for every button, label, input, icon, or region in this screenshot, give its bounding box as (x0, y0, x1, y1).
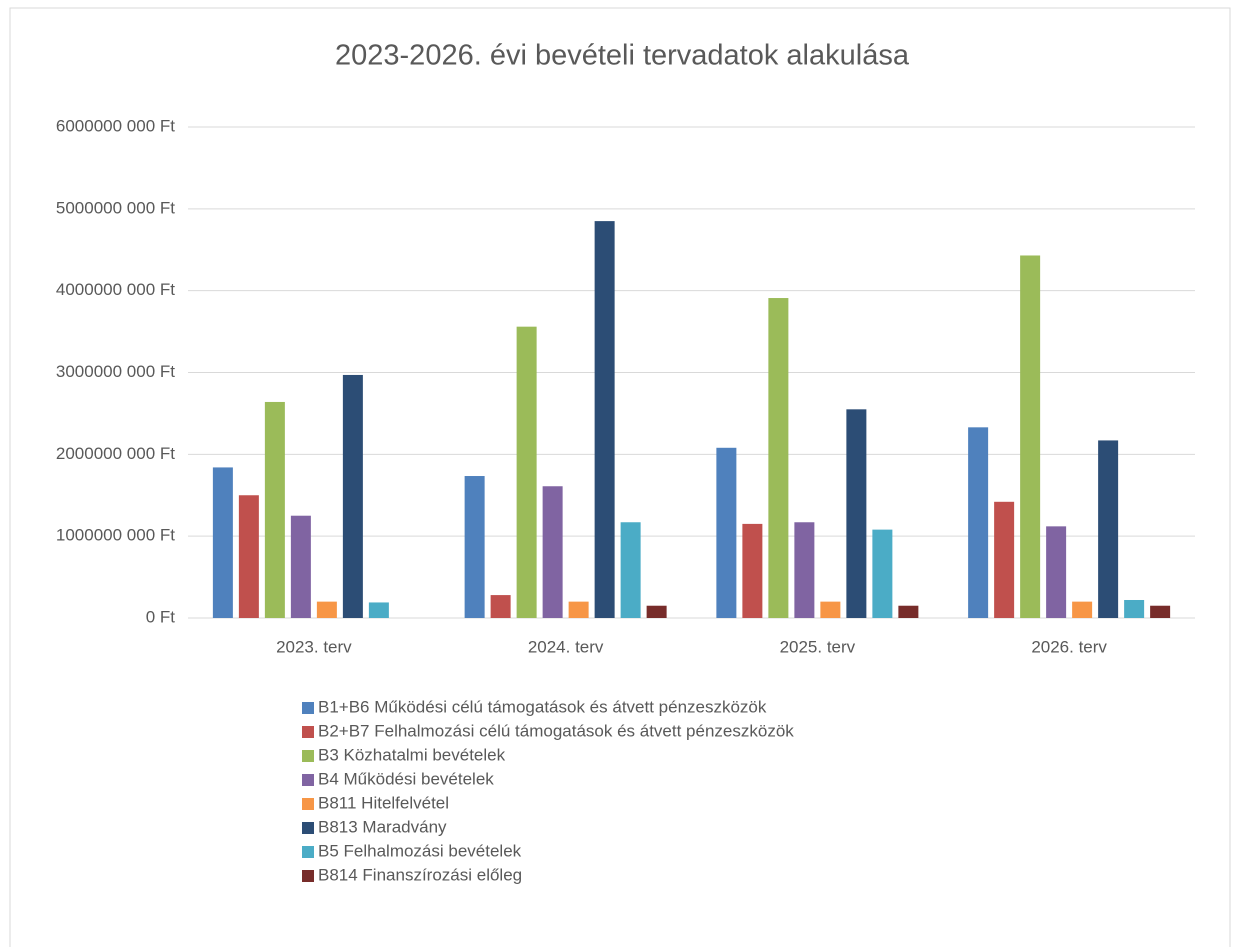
bar (716, 447, 737, 618)
bar (846, 409, 867, 618)
legend-label: B813 Maradvány (318, 817, 447, 836)
bar (238, 495, 259, 618)
chart-border (9, 7, 1231, 947)
bar (516, 326, 537, 618)
bar (594, 221, 615, 618)
legend-label: B2+B7 Felhalmozási célú támogatások és á… (318, 721, 794, 740)
y-tick-label: 3000000 000 Ft (56, 362, 175, 381)
bar (290, 515, 311, 618)
bar (568, 601, 589, 618)
legend-swatch (302, 726, 314, 738)
legend-label: B811 Hitelfelvétel (318, 793, 449, 812)
bar (794, 522, 815, 618)
legend-label: B814 Finanszírozási előleg (318, 865, 522, 884)
y-tick-label: 6000000 000 Ft (56, 116, 175, 135)
y-tick-label: 0 Ft (146, 607, 176, 626)
x-tick-label: 2025. terv (780, 637, 856, 656)
bar (342, 374, 363, 618)
legend-swatch (302, 822, 314, 834)
chart-title: 2023-2026. évi bevételi tervadatok alaku… (335, 40, 910, 72)
legend-swatch (302, 702, 314, 714)
bar (1072, 601, 1093, 618)
bar (742, 523, 763, 618)
bar (872, 529, 893, 618)
y-tick-label: 2000000 000 Ft (56, 444, 175, 463)
legend-swatch (302, 750, 314, 762)
bar (1046, 526, 1067, 618)
bar (968, 427, 989, 618)
x-tick-label: 2026. terv (1031, 637, 1107, 656)
y-tick-label: 5000000 000 Ft (56, 198, 175, 217)
bar (542, 486, 563, 618)
legend-swatch (302, 870, 314, 882)
bar (316, 601, 337, 618)
bar (994, 501, 1015, 618)
bar (264, 401, 285, 618)
legend-swatch (302, 798, 314, 810)
bar (1020, 255, 1041, 618)
bar (1124, 599, 1145, 618)
bar (620, 522, 641, 618)
bar (490, 595, 511, 618)
y-tick-label: 1000000 000 Ft (56, 526, 175, 545)
bar (368, 602, 389, 618)
y-tick-label: 4000000 000 Ft (56, 280, 175, 299)
x-tick-label: 2023. terv (276, 637, 352, 656)
legend-swatch (302, 774, 314, 786)
bar (212, 467, 233, 618)
bar (898, 605, 919, 618)
bar (646, 605, 667, 618)
legend-label: B1+B6 Működési célú támogatások és átvet… (318, 697, 767, 716)
legend-label: B5 Felhalmozási bevételek (318, 841, 522, 860)
x-tick-label: 2024. terv (528, 637, 604, 656)
bar (768, 298, 789, 618)
bar (1098, 440, 1119, 618)
bar (1150, 605, 1171, 618)
legend-label: B3 Közhatalmi bevételek (318, 745, 506, 764)
bar (464, 476, 485, 618)
legend-swatch (302, 846, 314, 858)
bar (820, 601, 841, 618)
legend-label: B4 Működési bevételek (318, 769, 494, 788)
